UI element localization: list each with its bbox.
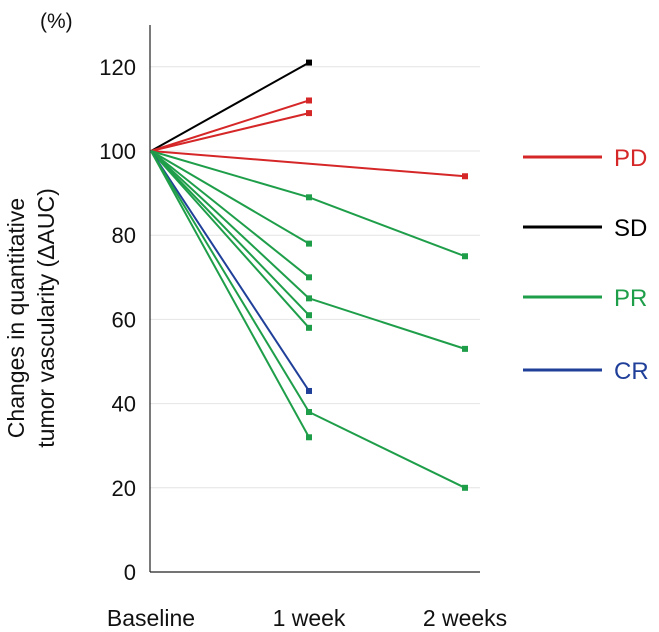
series-line-9-seg-0 [150,150,310,329]
y-axis-label-line-1: Changes in quantitative [3,198,29,438]
data-point-3-2 [462,173,468,180]
y-tick-label-40: 40 [112,392,136,417]
y-tick-label-20: 20 [112,476,136,501]
y-tick-label-100: 100 [99,139,136,164]
data-point-1-1 [306,97,312,104]
data-point-8-1 [306,312,312,319]
y-tick-labels: 0 20 40 60 80 100 120 [99,55,136,585]
data-point-0-1 [306,59,312,66]
data-point-9-1 [306,324,312,331]
axes [149,25,480,573]
y-tick-label-80: 80 [112,223,136,248]
data-point-10-1 [306,387,312,394]
legend-label-pr: PR [614,285,647,312]
x-tick-label-2: 2 weeks [423,605,507,631]
series-line-0-seg-0 [150,61,310,152]
data-point-7-1 [306,295,312,302]
y-axis-label: Changes in quantitative tumor vascularit… [3,188,59,447]
y-tick-label-0: 0 [124,560,136,585]
data-point-12-1 [306,434,312,441]
series-line-6-seg-0 [150,150,310,279]
series-line-10-seg-0 [150,150,310,392]
legend-label-sd: SD [614,215,647,242]
legend: PD SD PR CR [523,145,649,385]
data-point-2-1 [306,110,312,117]
series-line-8-seg-0 [150,150,310,316]
legend-label-cr: CR [614,358,649,385]
x-tick-labels: Baseline 1 week 2 weeks [107,605,507,631]
series-line-2-seg-0 [150,112,310,152]
series-line-4-seg-0 [150,150,310,199]
series-line-1-seg-0 [150,99,310,152]
y-tick-label-120: 120 [99,55,136,80]
series-line-11-seg-1 [308,411,466,489]
x-tick-label-1: 1 week [273,605,346,631]
data-points [306,59,468,491]
series-lines [150,61,466,489]
data-point-5-1 [306,240,312,247]
legend-label-pd: PD [614,145,647,172]
series-line-7-seg-0 [150,150,310,300]
y-tick-label-60: 60 [112,307,136,332]
data-point-11-2 [462,484,468,491]
data-point-6-1 [306,274,312,281]
grid-lines [150,66,480,489]
y-unit-label: (%) [40,10,73,33]
y-axis-label-line-2: tumor vascularity (ΔAUC) [33,188,59,447]
series-line-12-seg-0 [150,150,310,438]
data-point-4-1 [306,194,312,201]
series-line-5-seg-0 [150,150,310,245]
series-line-7-seg-1 [308,297,466,350]
series-line-4-seg-1 [308,196,466,258]
data-point-4-2 [462,253,468,260]
series-line-3-seg-0 [150,150,466,178]
x-tick-label-0: Baseline [107,605,195,631]
series-line-11-seg-0 [150,150,310,413]
data-point-7-2 [462,345,468,352]
data-point-11-1 [306,409,312,416]
